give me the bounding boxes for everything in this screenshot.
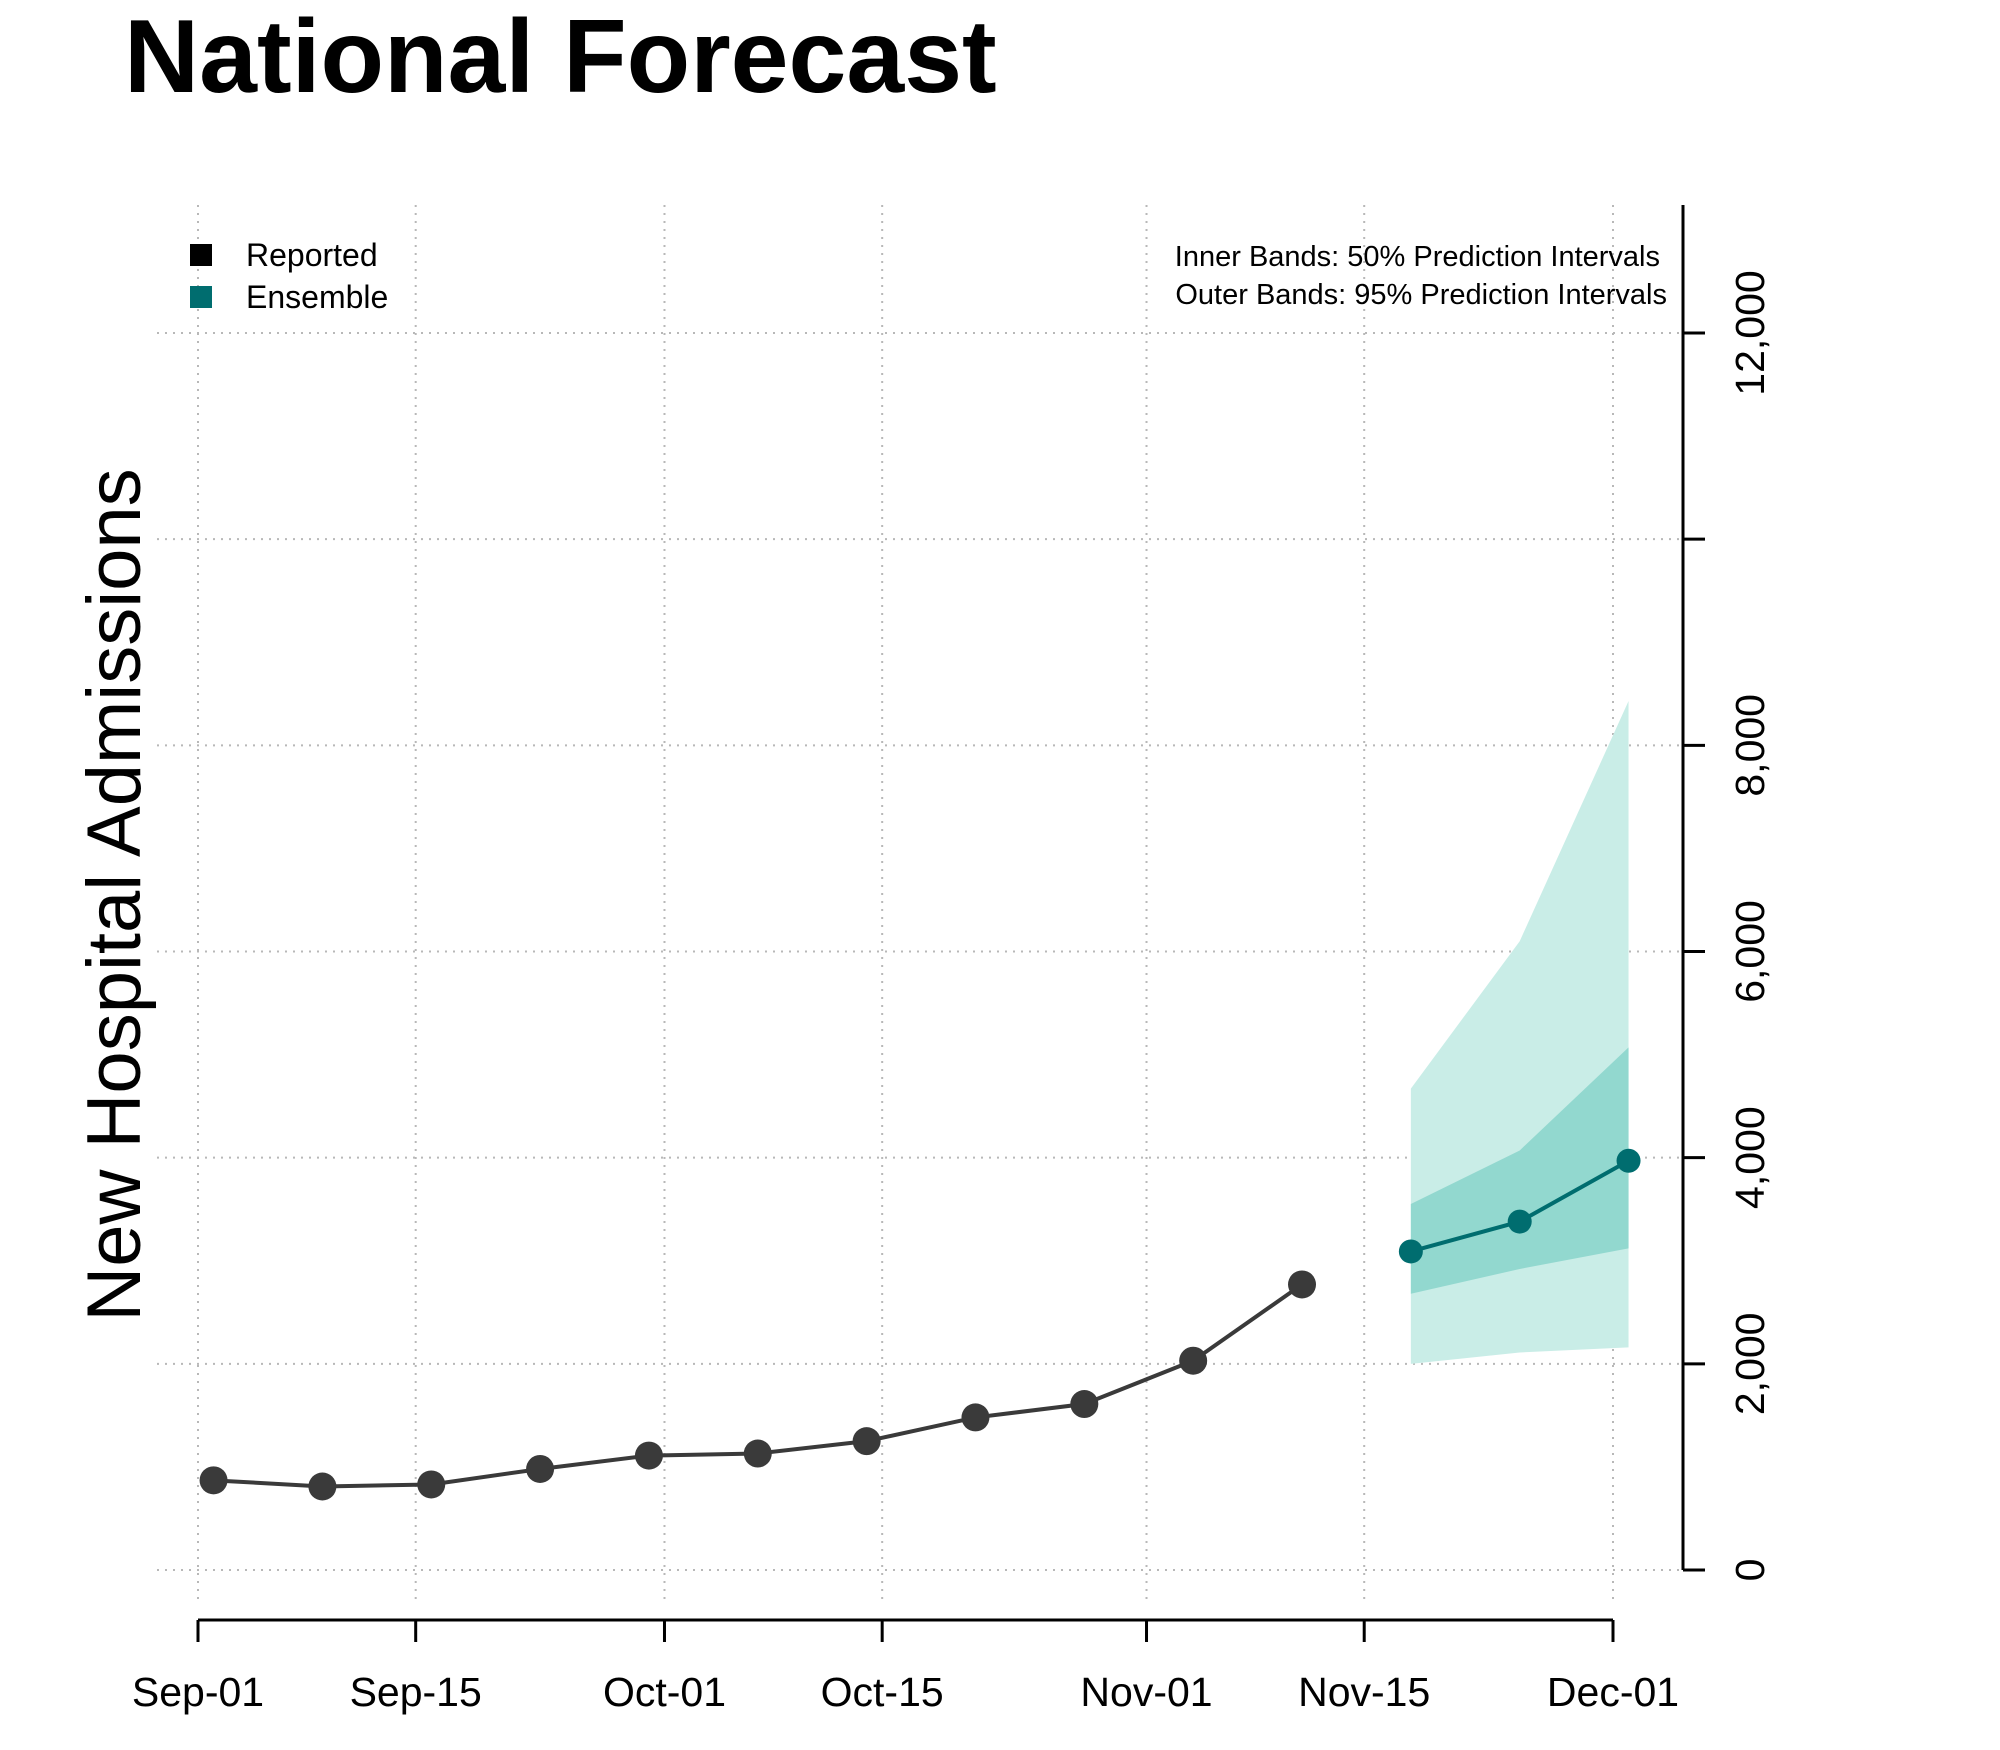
y-tick-label: 6,000 bbox=[1727, 900, 1773, 1003]
y-tick-label: 0 bbox=[1727, 1559, 1773, 1582]
note-inner-bands: Inner Bands: 50% Prediction Intervals bbox=[1175, 241, 1660, 273]
legend-label-ensemble: Ensemble bbox=[246, 279, 388, 315]
ensemble-point bbox=[1616, 1148, 1641, 1173]
x-tick-label: Nov-15 bbox=[1298, 1669, 1430, 1715]
reported-point bbox=[308, 1472, 337, 1501]
reported-point bbox=[961, 1403, 990, 1432]
reported-point bbox=[852, 1427, 881, 1456]
legend-swatch-ensemble bbox=[190, 286, 212, 308]
inner-band-50 bbox=[1410, 1047, 1629, 1294]
axes bbox=[198, 205, 1685, 1622]
legend: Reported Ensemble bbox=[190, 237, 388, 315]
reported-point bbox=[417, 1470, 446, 1499]
x-tick-label: Dec-01 bbox=[1547, 1669, 1679, 1715]
legend-swatch-reported bbox=[190, 244, 212, 266]
ensemble-point bbox=[1398, 1239, 1423, 1264]
x-tick-label: Oct-01 bbox=[603, 1669, 726, 1715]
y-tick-label: 4,000 bbox=[1727, 1106, 1773, 1209]
x-ticks: Sep-01 Sep-15 Oct-01 Oct-15 Nov-01 Nov-15 Dec-… bbox=[132, 1620, 1679, 1715]
series-points bbox=[199, 1148, 1641, 1501]
reported-point bbox=[1070, 1390, 1099, 1419]
y-tick-label: 8,000 bbox=[1727, 694, 1773, 797]
ensemble-point bbox=[1507, 1209, 1532, 1234]
reported-point bbox=[634, 1441, 663, 1470]
chart-title: National Forecast bbox=[124, 0, 997, 115]
reported-point bbox=[526, 1454, 555, 1483]
reported-point bbox=[199, 1466, 228, 1495]
reported-point bbox=[1288, 1270, 1317, 1299]
x-tick-label: Oct-15 bbox=[821, 1669, 944, 1715]
reported-point bbox=[743, 1439, 772, 1468]
y-ticks: 0 2,000 4,000 6,000 8,000 12,000 bbox=[1683, 270, 1773, 1581]
x-tick-label: Sep-01 bbox=[132, 1669, 264, 1715]
reported-point bbox=[1179, 1346, 1208, 1375]
note-outer-bands: Outer Bands: 95% Prediction Intervals bbox=[1175, 279, 1667, 311]
grid-layer bbox=[157, 205, 1683, 1600]
x-tick-label: Nov-01 bbox=[1080, 1669, 1212, 1715]
y-axis-label: New Hospital Admissions bbox=[72, 468, 157, 1321]
x-tick-label: Sep-15 bbox=[350, 1669, 482, 1715]
prediction-bands bbox=[1410, 701, 1629, 1364]
y-tick-label: 2,000 bbox=[1727, 1313, 1773, 1416]
legend-label-reported: Reported bbox=[246, 237, 378, 273]
band-notes: Inner Bands: 50% Prediction Intervals Ou… bbox=[1175, 241, 1667, 311]
y-tick-label: 12,000 bbox=[1727, 270, 1773, 395]
